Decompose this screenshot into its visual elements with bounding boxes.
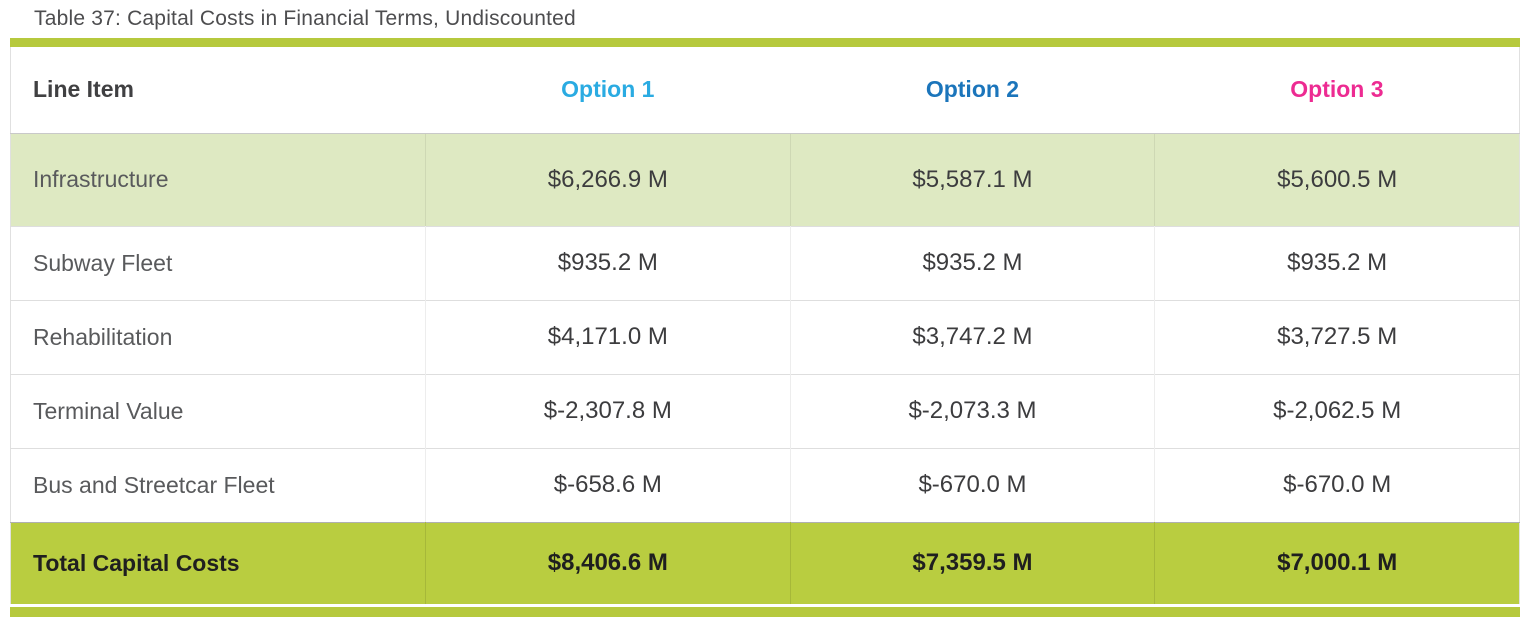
row-value: $3,727.5 M <box>1154 299 1520 374</box>
column-header-line-item: Line Item <box>10 47 426 134</box>
row-label: Subway Fleet <box>10 225 426 300</box>
row-value: $-2,073.3 M <box>789 373 1155 448</box>
table-row-infrastructure: Infrastructure $6,266.9 M $5,587.1 M $5,… <box>10 133 1520 226</box>
row-label: Infrastructure <box>33 166 169 192</box>
capital-costs-table: Line Item Option 1 Option 2 Option 3 Inf… <box>10 47 1520 604</box>
bottom-accent-bar <box>10 607 1520 617</box>
row-value: $-2,062.5 M <box>1154 373 1520 448</box>
total-value: $7,359.5 M <box>789 521 1155 604</box>
column-header-option-3: Option 3 <box>1154 47 1520 134</box>
table-row-subway-fleet: Subway Fleet $935.2 M $935.2 M $935.2 M <box>10 225 1520 300</box>
row-value: $-2,307.8 M <box>424 373 791 448</box>
row-label: Rehabilitation <box>10 299 426 374</box>
row-label: Terminal Value <box>10 373 426 448</box>
row-value: $6,266.9 M <box>424 133 791 226</box>
total-label: Total Capital Costs <box>10 521 426 604</box>
header-row: Line Item Option 1 Option 2 Option 3 <box>10 47 1520 134</box>
table-row-bus-and-streetcar-fleet: Bus and Streetcar Fleet $-658.6 M $-670.… <box>10 447 1520 522</box>
row-value: $3,747.2 M <box>789 299 1155 374</box>
row-value: $935.2 M <box>424 225 791 300</box>
row-value: $-658.6 M <box>424 447 791 522</box>
row-value: $4,171.0 M <box>424 299 791 374</box>
table-row-total-capital-costs: Total Capital Costs $8,406.6 M $7,359.5 … <box>10 521 1520 604</box>
table-title: Table 37: Capital Costs in Financial Ter… <box>34 7 576 30</box>
row-value: $5,587.1 M <box>789 133 1155 226</box>
row-value: $-670.0 M <box>789 447 1155 522</box>
total-value: $8,406.6 M <box>424 521 791 604</box>
row-value: $-670.0 M <box>1154 447 1520 522</box>
row-value: $5,600.5 M <box>1154 133 1520 226</box>
row-value: $935.2 M <box>1154 225 1520 300</box>
top-accent-bar <box>10 38 1520 47</box>
column-header-option-1: Option 1 <box>425 47 791 134</box>
row-value: $935.2 M <box>789 225 1155 300</box>
column-header-option-2: Option 2 <box>790 47 1155 134</box>
total-value: $7,000.1 M <box>1154 521 1520 604</box>
table-row-rehabilitation: Rehabilitation $4,171.0 M $3,747.2 M $3,… <box>10 299 1520 374</box>
table-row-terminal-value: Terminal Value $-2,307.8 M $-2,073.3 M $… <box>10 373 1520 448</box>
row-label: Bus and Streetcar Fleet <box>10 447 426 522</box>
